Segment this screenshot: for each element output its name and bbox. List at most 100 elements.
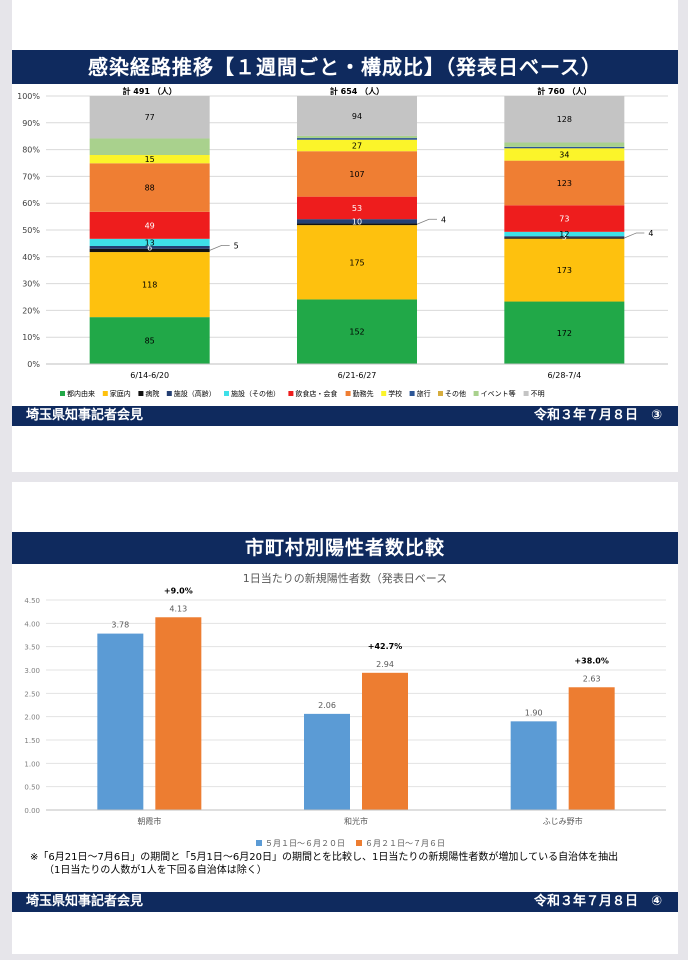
chart1-bar-segment [89, 317, 210, 364]
chart1-callout-line [624, 232, 645, 239]
chart1-bar-segment [297, 151, 417, 197]
chart1-legend-swatch [60, 391, 65, 396]
municipality-bar-chart: 1日当たりの新規陽性者数（発表日ベース 0.00 0.50 1.00 1.50 2.00 2… [24, 571, 666, 848]
chart1-bar-segment [504, 205, 625, 232]
chart1-legend-label: 都内由来 [67, 389, 95, 398]
chart1-y-tick-label: 70% [22, 172, 40, 181]
chart1-data-label: 128 [557, 115, 572, 124]
chart1-callout-label: 4 [648, 229, 653, 238]
chart1-bar-segment [504, 148, 625, 161]
chart2-legend-label: ６月２１日～７月６日 [365, 839, 445, 848]
slide1-footer-left: 埼玉県知事記者会見 [26, 408, 144, 423]
chart1-callout-label: 5 [234, 241, 239, 250]
chart1-legend-swatch [381, 391, 387, 396]
chart2-change-label: +42.7% [368, 642, 402, 651]
chart1-bar-segment [504, 146, 625, 149]
chart1-data-label: 123 [557, 179, 572, 188]
chart1-legend-swatch [409, 391, 415, 396]
chart1-bar-segment [89, 163, 210, 212]
chart2-y-tick-label: 0.00 [24, 807, 40, 815]
chart1-bar-segment [297, 135, 417, 139]
chart1-bar-segment [504, 142, 625, 147]
chart2-bar [97, 633, 144, 810]
chart1-data-label: 77 [145, 113, 155, 122]
chart2-bar [510, 721, 557, 810]
chart1-y-tick-label: 80% [22, 146, 40, 155]
chart1-data-label: 12 [559, 230, 569, 239]
chart2-data-label: 3.78 [111, 621, 129, 630]
chart2-y-tick-label: 0.50 [24, 784, 40, 792]
chart1-data-label: 118 [142, 281, 157, 290]
chart1-legend-label: イベント等 [481, 389, 516, 398]
slide1-footer-right: 令和３年７月８日 ③ [533, 408, 662, 423]
chart1-bar-segment [297, 225, 417, 300]
chart2-y-tick-label: 2.50 [24, 690, 40, 698]
chart1-data-label: 175 [349, 258, 364, 267]
chart2-bar [362, 672, 408, 810]
slide2-footer-left: 埼玉県知事記者会見 [26, 894, 144, 909]
chart1-callout-line [416, 218, 437, 225]
chart1-data-label: 173 [557, 266, 572, 275]
infection-route-stacked-chart: 0% 10% 20% 30% 40% 50% 60% 70% 80% 90% 100% 計 491 （… [17, 86, 668, 398]
chart1-data-label: 85 [145, 337, 155, 346]
chart2-y-tick-label: 3.50 [24, 644, 40, 652]
chart1-legend-swatch [438, 391, 443, 396]
chart1-bar-segment [89, 96, 210, 139]
chart1-callout-line [209, 245, 230, 251]
chart1-y-tick-label: 30% [22, 280, 40, 289]
chart2-x-tick-label: 和光市 [344, 816, 368, 826]
slide-municipality-comparison: 市町村別陽性者数比較 1日当たりの新規陽性者数（発表日ベース 0.00 0.50 1.… [12, 482, 678, 954]
chart2-bar [155, 617, 202, 810]
chart1-legend-swatch [138, 391, 144, 396]
chart1-y-tick-label: 10% [22, 333, 40, 342]
chart1-y-tick-label: 50% [22, 226, 40, 235]
chart1-y-tick-label: 40% [22, 253, 40, 262]
chart1-legend-label: 飲食店・会食 [295, 389, 337, 398]
chart1-bar-segment [504, 237, 625, 239]
chart2-data-label: 2.06 [318, 701, 336, 710]
chart1-legend-swatch [288, 391, 294, 396]
chart1-data-label: 49 [145, 221, 155, 230]
chart2-y-tick-label: 2.00 [24, 714, 40, 722]
chart1-data-label: 3 [562, 233, 567, 242]
chart1-legend-swatch [345, 391, 351, 396]
chart1-data-label: 6 [147, 243, 152, 252]
chart1-bar-segment [297, 219, 417, 224]
chart2-change-label: +38.0% [574, 656, 608, 665]
chart1-legend-swatch [473, 391, 479, 396]
chart2-change-label: +9.0% [164, 586, 193, 595]
chart2-bar [568, 687, 615, 810]
chart1-legend-label: 施設（高齢） [174, 389, 216, 398]
chart1-total-label: 計 491 （人） [123, 86, 177, 96]
chart1-data-label: 15 [145, 155, 155, 164]
chart2-legend-swatch [356, 840, 362, 846]
chart2-title: 1日当たりの新規陽性者数（発表日ベース [243, 571, 447, 585]
chart1-data-label: 27 [352, 141, 362, 150]
chart1-data-label: 152 [349, 328, 364, 337]
chart1-total-label: 計 760 （人） [537, 86, 591, 96]
chart2-data-label: 4.13 [169, 604, 187, 613]
chart1-bar-segment [504, 96, 625, 143]
chart1-legend-swatch [523, 391, 529, 396]
chart1-data-label: 34 [559, 150, 569, 159]
chart2-data-label: 1.90 [525, 708, 543, 717]
chart1-bar-segment [89, 252, 210, 318]
chart1-bar-segment [89, 211, 210, 239]
chart1-bar-segment [89, 138, 210, 156]
chart1-legend-label: 家庭内 [110, 389, 131, 398]
chart1-y-tick-label: 100% [17, 92, 40, 101]
chart2-x-tick-label: 朝霞市 [137, 816, 161, 826]
chart1-y-tick-label: 0% [27, 360, 40, 369]
chart1-bar-segment [504, 238, 625, 302]
chart1-bar-segment [297, 299, 417, 364]
slide2-footer-right: 令和３年７月８日 ④ [533, 894, 662, 909]
chart1-legend-label: 不明 [531, 390, 545, 398]
chart1-bar-segment [89, 238, 210, 246]
slide1-footer: 埼玉県知事記者会見 令和３年７月８日 ③ [12, 406, 678, 426]
chart1-legend-swatch [102, 391, 108, 396]
chart1-bar-segment [89, 248, 210, 253]
slide2-footer: 埼玉県知事記者会見 令和３年７月８日 ④ [12, 892, 678, 912]
chart1-x-tick-label: 6/14-6/20 [130, 371, 169, 380]
chart2-bar [304, 713, 350, 810]
chart1-y-tick-label: 20% [22, 306, 40, 315]
